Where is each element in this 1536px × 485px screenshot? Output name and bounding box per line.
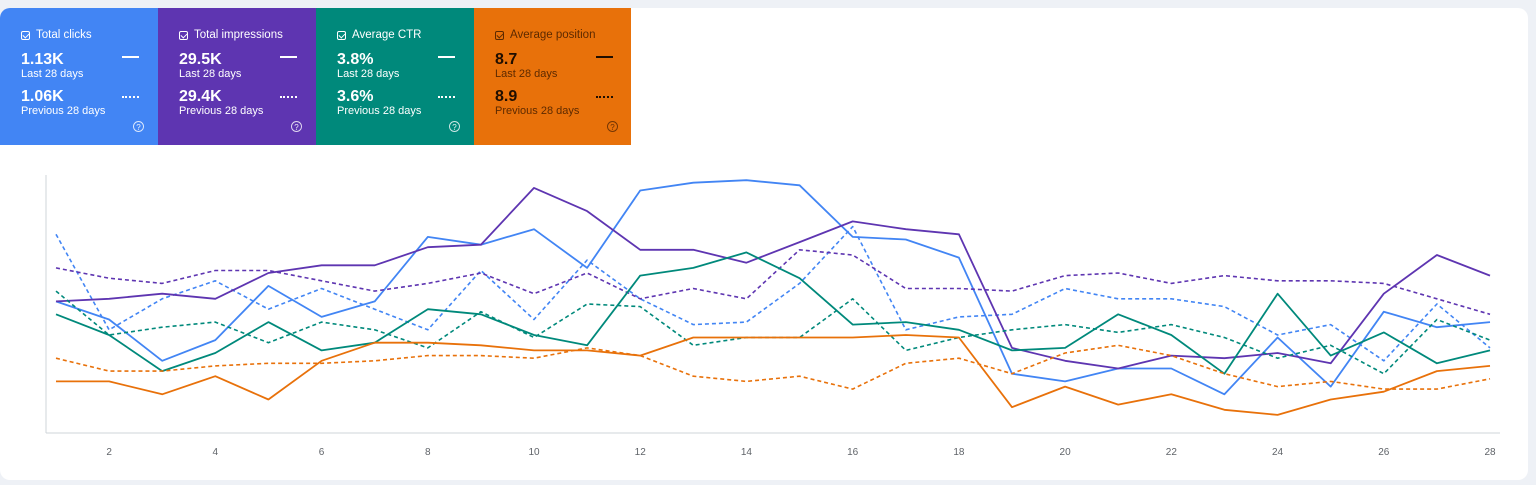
dashed-line-legend-icon: [596, 96, 613, 98]
metric-prev-value: 1.06K: [21, 88, 64, 105]
metric-value: 8.7: [495, 51, 518, 68]
metric-period: Last 28 days: [179, 68, 242, 80]
metric-label: Total clicks: [36, 29, 92, 41]
metric-period: Last 28 days: [495, 68, 558, 80]
series-line-clicks-previous[interactable]: [55, 225, 1491, 362]
performance-panel: Total clicks 1.13K Last 28 days 1.06K Pr…: [0, 8, 1528, 480]
help-icon[interactable]: ?: [449, 121, 460, 132]
metric-prev-period: Previous 28 days: [179, 105, 264, 117]
series-line-ctr-current[interactable]: [55, 251, 1491, 375]
x-tick-label: 22: [1166, 447, 1178, 458]
metric-prev-period: Previous 28 days: [337, 105, 422, 117]
metric-label: Average CTR: [352, 29, 422, 41]
x-tick-label: 24: [1272, 447, 1284, 458]
solid-line-legend-icon: [280, 56, 297, 58]
metric-period: Last 28 days: [337, 68, 400, 80]
metric-value: 1.13K: [21, 51, 64, 68]
checkbox-checked-icon[interactable]: [337, 30, 346, 40]
metric-prev-value: 8.9: [495, 88, 518, 105]
series-line-impressions-previous[interactable]: [55, 249, 1491, 316]
x-tick-labels: 2 4 6 8 10 12 14 16 18 20 22 24 26 28: [106, 447, 1496, 458]
series-line-position-current[interactable]: [56, 334, 1491, 416]
solid-line-legend-icon: [596, 56, 613, 58]
checkbox-checked-icon[interactable]: [495, 30, 504, 40]
x-tick-label: 10: [528, 447, 540, 458]
metric-card-impressions[interactable]: Total impressions 29.5K Last 28 days 29.…: [158, 8, 316, 145]
series-line-position-previous[interactable]: [55, 344, 1491, 390]
metric-value: 3.8%: [337, 51, 374, 68]
x-tick-label: 20: [1060, 447, 1072, 458]
metric-prev-period: Previous 28 days: [495, 105, 580, 117]
metric-period: Last 28 days: [21, 68, 84, 80]
x-tick-label: 28: [1484, 447, 1496, 458]
solid-line-legend-icon: [438, 56, 455, 58]
solid-line-legend-icon: [122, 56, 139, 58]
metric-label: Average position: [510, 29, 596, 41]
metric-card-position[interactable]: Average position 8.7 Last 28 days 8.9 Pr…: [474, 8, 631, 145]
metric-card-ctr[interactable]: Average CTR 3.8% Last 28 days 3.6% Previ…: [316, 8, 474, 145]
x-tick-label: 18: [953, 447, 965, 458]
metric-cards: Total clicks 1.13K Last 28 days 1.06K Pr…: [0, 8, 631, 145]
x-tick-label: 12: [635, 447, 647, 458]
series-line-clicks-current[interactable]: [55, 179, 1491, 396]
metric-prev-period: Previous 28 days: [21, 105, 106, 117]
dashed-line-legend-icon: [438, 96, 455, 98]
x-tick-label: 26: [1378, 447, 1390, 458]
help-icon[interactable]: ?: [607, 121, 618, 132]
x-tick-label: 14: [741, 447, 753, 458]
metric-value: 29.5K: [179, 51, 222, 68]
metric-prev-value: 29.4K: [179, 88, 222, 105]
help-icon[interactable]: ?: [133, 121, 144, 132]
x-tick-label: 2: [106, 447, 112, 458]
checkbox-checked-icon[interactable]: [179, 30, 188, 40]
help-icon[interactable]: ?: [291, 121, 302, 132]
x-tick-label: 6: [319, 447, 325, 458]
checkbox-checked-icon[interactable]: [21, 30, 30, 40]
performance-line-chart: 2 4 6 8 10 12 14 16 18 20 22 24 26 28: [45, 175, 1500, 458]
x-tick-label: 4: [213, 447, 219, 458]
metric-card-clicks[interactable]: Total clicks 1.13K Last 28 days 1.06K Pr…: [0, 8, 158, 145]
metric-prev-value: 3.6%: [337, 88, 374, 105]
series-layer: [55, 179, 1491, 416]
dashed-line-legend-icon: [122, 96, 139, 98]
dashed-line-legend-icon: [280, 96, 297, 98]
series-line-impressions-current[interactable]: [55, 186, 1491, 370]
x-tick-label: 16: [847, 447, 859, 458]
metric-label: Total impressions: [194, 29, 283, 41]
x-tick-label: 8: [425, 447, 431, 458]
